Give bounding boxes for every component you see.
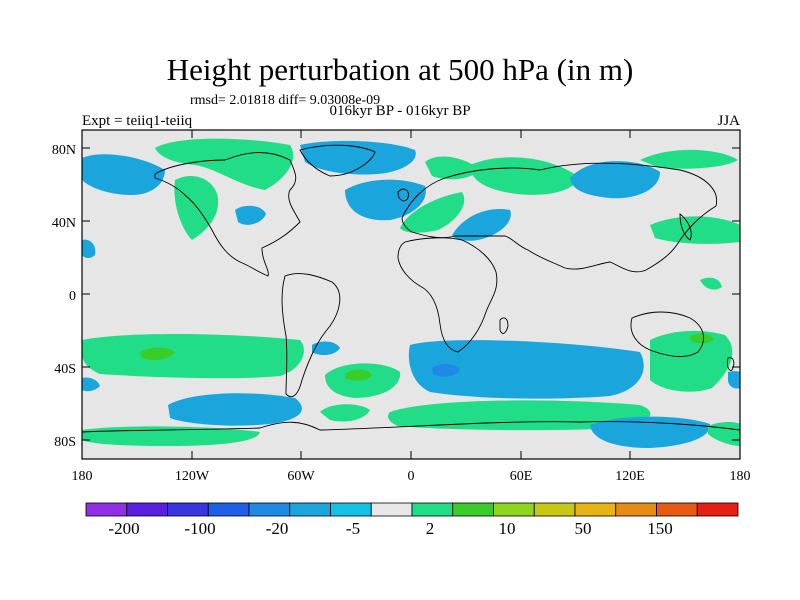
coastline-south-america	[281, 273, 341, 398]
lon-label-60e: 60E	[510, 469, 533, 484]
contour-green-east-pacific	[700, 277, 722, 290]
experiment-label: Expt = teiiq1-teiiq	[82, 113, 193, 129]
colorbar-box-14	[656, 502, 698, 517]
lat-label-0: 0	[69, 289, 76, 304]
contour-green-south-pacific	[82, 334, 304, 379]
contour-yellowgreen-south-pacific-a	[140, 347, 175, 360]
contour-blue-southern-ocean-pacific	[168, 393, 302, 426]
coastline-eurasia	[401, 162, 718, 273]
contour-green-siberia-east	[640, 149, 738, 169]
contour-blue-indian-ocean-inner	[432, 363, 460, 377]
colorbar-box-0	[85, 502, 128, 517]
coastline-madagascar	[499, 317, 509, 334]
contour-green-australia	[650, 330, 733, 392]
contour-green-siberia-west	[470, 157, 580, 195]
contour-blue-north-america	[235, 205, 266, 225]
contour-blue-north-pacific-west	[82, 154, 165, 195]
colorbar-box-10	[493, 502, 535, 517]
contour-blue-siberia	[570, 161, 660, 199]
contour-blue-antarctic-east	[590, 416, 711, 448]
contour-yellowgreen-south-atlantic	[345, 369, 372, 381]
lat-label-40s: 40S	[54, 362, 76, 377]
lon-label-60w: 60W	[287, 469, 315, 484]
contour-yellowgreen-australia	[690, 333, 714, 344]
lat-label-80n: 80N	[52, 143, 76, 158]
contour-green-north-pacific	[174, 176, 219, 240]
contour-green-north-atlantic	[425, 156, 480, 180]
lon-label-120e: 120E	[615, 469, 645, 484]
colorbar-box-11	[533, 502, 576, 517]
longitude-ticks	[81, 130, 741, 459]
colorbar-label-neg100: -100	[184, 519, 215, 538]
colorbar-box-6	[330, 502, 372, 517]
contour-fills	[82, 138, 740, 448]
colorbar-box-1	[126, 502, 168, 517]
coastlines	[82, 144, 740, 433]
contour-green-southern-ocean-indian	[388, 400, 651, 431]
contour-green-south-atlantic	[325, 363, 401, 398]
colorbar-box-13	[615, 502, 657, 517]
contour-blue-southeast-edge	[728, 371, 740, 389]
contour-green-arctic-canada	[155, 138, 294, 190]
lon-label-120w: 120W	[175, 469, 210, 484]
contour-green-europe	[400, 192, 465, 233]
rmsd-diff-stats: rmsd= 2.01818 diff= 9.03008e-09	[190, 93, 381, 108]
colorbar-label-neg20: -20	[266, 519, 289, 538]
colorbar-box-7	[370, 502, 413, 517]
colorbar-label-10: 10	[499, 519, 516, 538]
colorbar-label-neg200: -200	[108, 519, 139, 538]
colorbar-label-150: 150	[647, 519, 673, 538]
contour-blue-europe-east	[452, 209, 511, 241]
colorbar-box-15	[696, 502, 739, 517]
lon-label-0: 0	[408, 469, 415, 484]
contour-green-antarctic-west	[82, 426, 260, 446]
lat-label-80s: 80S	[54, 435, 76, 450]
colorbar-label-neg5: -5	[346, 519, 360, 538]
contour-blue-arctic-north-atlantic	[300, 140, 416, 175]
contour-blue-pacific-west-edge	[82, 239, 96, 259]
colorbar-box-4	[248, 502, 291, 517]
lon-label-180w: 180	[72, 469, 93, 484]
contour-blue-southwest-edge	[82, 377, 100, 392]
season-label: JJA	[717, 113, 740, 129]
coastline-greenland	[299, 144, 376, 177]
coastline-north-america	[154, 152, 301, 277]
contour-blue-indian-ocean	[408, 340, 644, 399]
contour-green-southern-ocean-atlantic	[320, 404, 370, 422]
colorbar-box-5	[289, 502, 331, 517]
colorbar-box-3	[207, 502, 250, 517]
map-panel	[82, 130, 740, 459]
coastline-australia	[630, 311, 705, 357]
colorbar	[85, 502, 739, 517]
colorbar-box-8	[411, 502, 454, 517]
coastline-africa	[397, 237, 498, 353]
colorbar-label-2: 2	[426, 519, 435, 538]
lat-label-40n: 40N	[52, 216, 76, 231]
contour-green-north-pacific-east	[650, 216, 740, 244]
lon-label-180e: 180	[730, 469, 751, 484]
coastline-antarctica	[82, 421, 740, 433]
colorbar-box-2	[167, 502, 209, 517]
latitude-ticks	[82, 147, 740, 441]
coastline-japan	[679, 213, 692, 241]
period-label: 016kyr BP - 016kyr BP	[329, 103, 471, 119]
coastline-uk	[397, 188, 409, 202]
coastline-new-zealand	[726, 357, 735, 371]
colorbar-box-9	[452, 502, 494, 517]
colorbar-box-12	[574, 502, 617, 517]
plot-title: Height perturbation at 500 hPa (in m)	[166, 52, 634, 87]
colorbar-label-50: 50	[575, 519, 592, 538]
contour-blue-south-america-west	[312, 341, 340, 356]
